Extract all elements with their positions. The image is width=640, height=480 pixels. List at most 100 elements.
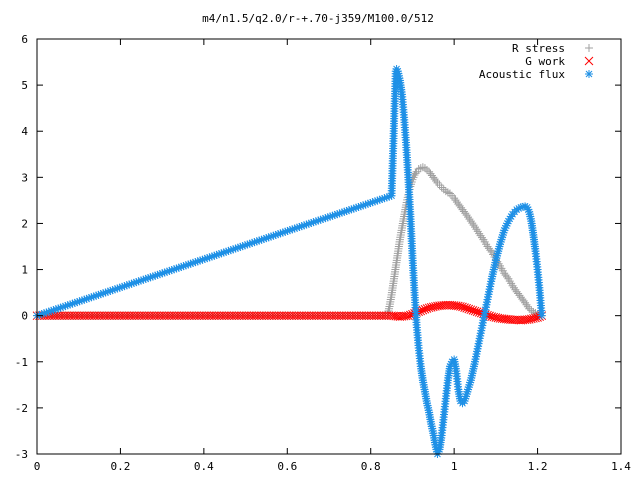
data-point [469, 364, 478, 373]
data-point [498, 230, 507, 239]
data-point [51, 305, 60, 314]
data-point [352, 203, 361, 212]
data-point [80, 295, 89, 304]
legend-entry: G work [525, 55, 594, 68]
data-point [63, 301, 72, 310]
data-point [395, 74, 404, 83]
data-point [427, 422, 436, 431]
data-point [467, 373, 476, 382]
data-point [92, 291, 101, 300]
data-point [537, 311, 546, 320]
data-point [328, 211, 337, 220]
data-point [490, 263, 499, 272]
data-point [481, 303, 490, 312]
data-point [493, 251, 502, 260]
data-point [87, 293, 96, 302]
data-point [486, 282, 495, 291]
data-point [443, 188, 452, 197]
data-point [304, 219, 313, 228]
data-point [441, 187, 450, 196]
data-point [222, 247, 231, 256]
data-point [238, 242, 247, 251]
data-point [420, 164, 429, 173]
data-point [326, 212, 335, 221]
data-point [361, 200, 370, 209]
data-point [129, 278, 138, 287]
data-layer [32, 64, 547, 458]
data-point [467, 371, 476, 380]
data-point [245, 239, 254, 248]
data-point [428, 426, 437, 435]
data-point [472, 225, 481, 234]
data-point [47, 306, 56, 315]
data-point [271, 230, 280, 239]
data-point [431, 440, 440, 449]
series-r-stress [33, 163, 546, 320]
data-point [424, 403, 433, 412]
data-point [491, 256, 500, 265]
data-point [340, 207, 349, 216]
data-point [468, 367, 477, 375]
data-point [226, 246, 235, 255]
data-point [488, 272, 497, 281]
data-point [473, 227, 482, 236]
data-point [489, 267, 498, 276]
data-point [316, 215, 325, 224]
data-point [524, 205, 533, 214]
data-point [525, 207, 534, 216]
data-point [585, 70, 593, 78]
data-point [196, 256, 205, 265]
legend-label: Acoustic flux [479, 68, 565, 81]
data-point [174, 263, 183, 272]
data-point [437, 183, 446, 192]
data-point [488, 270, 497, 279]
data-point [293, 223, 302, 232]
x-tick-label: 0 [34, 460, 41, 473]
data-point [468, 369, 477, 378]
data-point [241, 241, 250, 250]
data-point [356, 202, 365, 211]
data-point [477, 324, 486, 333]
data-point [529, 307, 538, 316]
data-point [61, 302, 70, 311]
data-point [233, 243, 242, 252]
data-point [414, 165, 423, 174]
data-point [393, 67, 402, 76]
data-point [427, 420, 436, 429]
data-point [134, 277, 143, 286]
data-point [479, 316, 488, 325]
data-point [77, 296, 86, 305]
data-point [70, 298, 79, 307]
y-tick-label: -3 [15, 448, 28, 461]
data-point [521, 202, 530, 211]
data-point [217, 249, 226, 258]
data-point [497, 235, 506, 244]
data-point [122, 281, 131, 290]
data-point [484, 292, 493, 301]
data-point [366, 198, 375, 207]
x-tick-label: 1.2 [528, 460, 548, 473]
data-point [307, 218, 316, 227]
data-point [423, 165, 432, 174]
data-point [474, 342, 483, 351]
data-point [44, 307, 53, 316]
data-point [523, 203, 532, 212]
data-point [476, 329, 485, 338]
data-point [478, 321, 487, 330]
data-point [492, 254, 501, 263]
data-point [464, 385, 473, 394]
data-point [423, 401, 432, 410]
data-point [473, 347, 482, 356]
data-point [186, 259, 195, 268]
y-tick-label: -2 [15, 402, 28, 415]
data-point [283, 226, 292, 235]
data-point [255, 236, 264, 245]
data-point [330, 210, 339, 219]
data-point [475, 334, 484, 343]
data-point [466, 376, 475, 385]
data-point [281, 227, 290, 236]
data-point [445, 362, 454, 371]
data-point [463, 387, 472, 396]
y-tick-label: 4 [21, 125, 28, 138]
series-acoustic-flux [33, 64, 546, 458]
